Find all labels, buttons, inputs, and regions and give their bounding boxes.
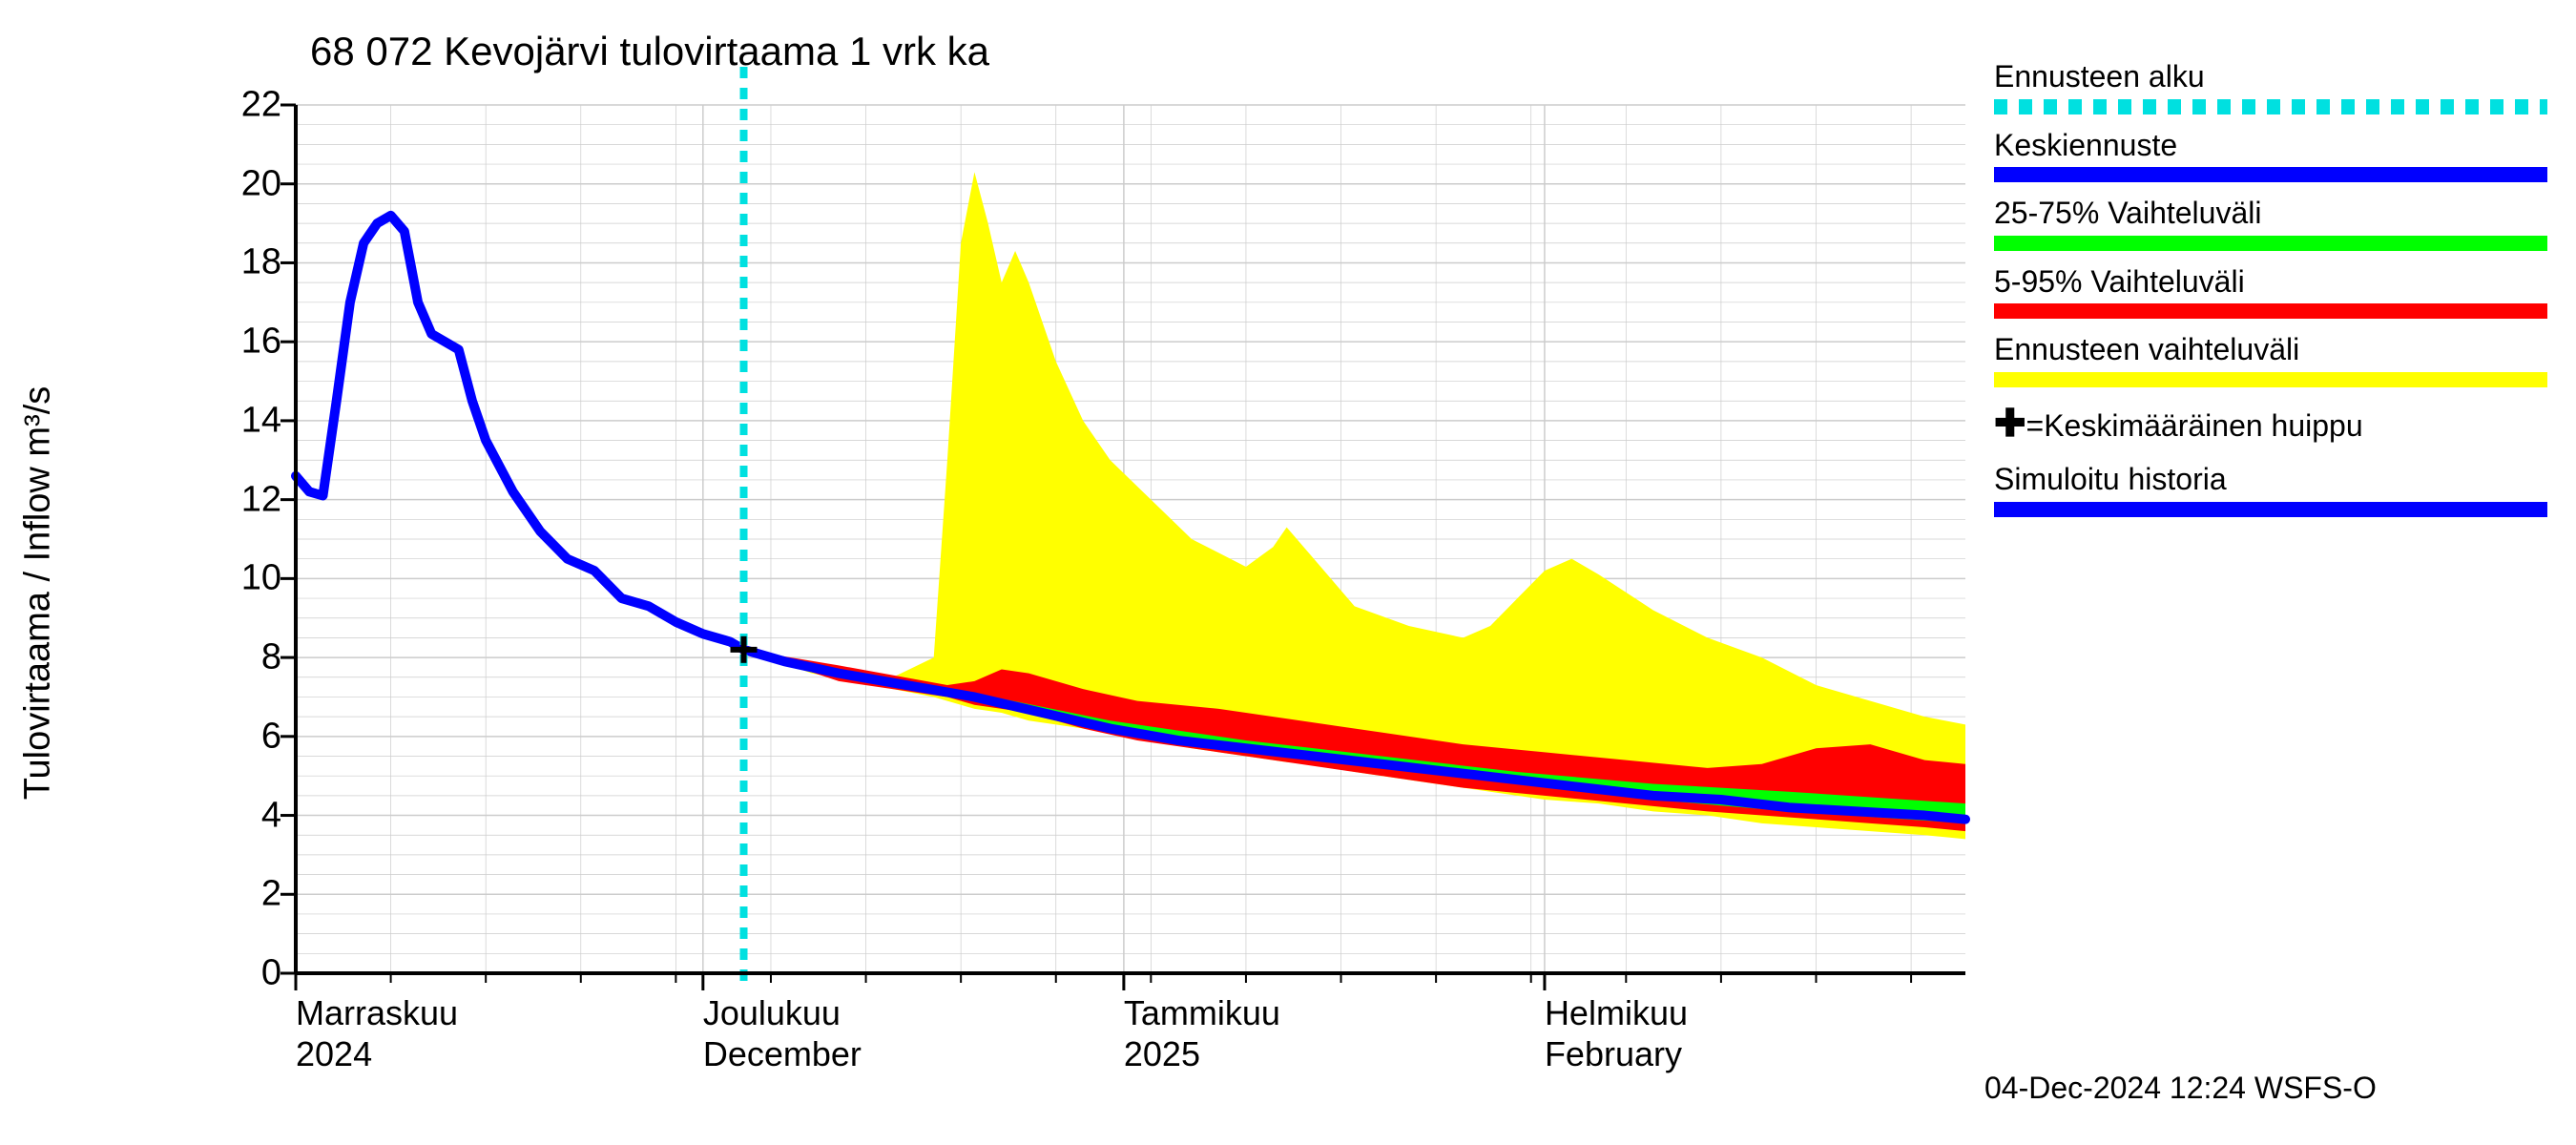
y-tick-label: 4: [224, 795, 281, 836]
legend-swatch: [1994, 236, 2547, 251]
y-tick-label: 2: [224, 874, 281, 915]
chart-title: 68 072 Kevojärvi tulovirtaama 1 vrk ka: [310, 29, 989, 74]
y-tick-label: 12: [224, 479, 281, 520]
legend-item: Ennusteen alku: [1994, 57, 2557, 114]
x-major-label: HelmikuuFebruary: [1545, 992, 1688, 1074]
legend-item: ✚=Keskimääräinen huippu: [1994, 399, 2557, 448]
y-tick-label: 0: [224, 953, 281, 994]
legend: Ennusteen alku Keskiennuste 25-75% Vaihtel…: [1994, 57, 2557, 529]
y-tick-label: 16: [224, 322, 281, 363]
x-label-line2: 2024: [296, 1033, 458, 1074]
y-tick-label: 20: [224, 163, 281, 204]
x-major-label: Marraskuu2024: [296, 992, 458, 1074]
y-tick-label: 18: [224, 242, 281, 283]
forecast-bands: [744, 172, 1965, 839]
legend-item: Simuloitu historia: [1994, 460, 2557, 517]
legend-item: 5-95% Vaihteluväli: [1994, 262, 2557, 320]
y-axis-label: Tulovirtaama / Inflow m³/s: [18, 386, 59, 801]
x-label-line1: Joulukuu: [703, 992, 862, 1033]
legend-label: Keskiennuste: [1994, 126, 2557, 166]
chart-container: 68 072 Kevojärvi tulovirtaama 1 vrk ka T…: [0, 0, 2576, 1145]
legend-label: 25-75% Vaihteluväli: [1994, 194, 2557, 234]
y-tick-label: 10: [224, 558, 281, 599]
x-label-line1: Helmikuu: [1545, 992, 1688, 1033]
legend-item: 25-75% Vaihteluväli: [1994, 194, 2557, 251]
x-label-line2: 2025: [1124, 1033, 1280, 1074]
legend-item: Ennusteen vaihteluväli: [1994, 330, 2557, 387]
y-tick-label: 8: [224, 637, 281, 678]
legend-swatch: [1994, 99, 2547, 114]
legend-label: Simuloitu historia: [1994, 460, 2557, 500]
legend-swatch: [1994, 303, 2547, 319]
y-tick-label: 14: [224, 400, 281, 441]
plot-area: [296, 105, 1965, 973]
x-major-label: Tammikuu2025: [1124, 992, 1280, 1074]
y-tick-label: 22: [224, 85, 281, 126]
legend-label: 5-95% Vaihteluväli: [1994, 262, 2557, 302]
legend-swatch: [1994, 167, 2547, 182]
legend-label: Ennusteen alku: [1994, 57, 2557, 97]
x-label-line2: February: [1545, 1033, 1688, 1074]
footer-timestamp: 04-Dec-2024 12:24 WSFS-O: [1984, 1071, 2377, 1106]
x-label-line1: Tammikuu: [1124, 992, 1280, 1033]
x-major-label: JoulukuuDecember: [703, 992, 862, 1074]
legend-item: Keskiennuste: [1994, 126, 2557, 183]
legend-label: ✚=Keskimääräinen huippu: [1994, 399, 2557, 448]
y-tick-label: 6: [224, 716, 281, 757]
x-label-line2: December: [703, 1033, 862, 1074]
legend-swatch: [1994, 502, 2547, 517]
legend-label: Ennusteen vaihteluväli: [1994, 330, 2557, 370]
legend-swatch: [1994, 372, 2547, 387]
x-label-line1: Marraskuu: [296, 992, 458, 1033]
plus-icon: ✚: [1994, 403, 2026, 445]
